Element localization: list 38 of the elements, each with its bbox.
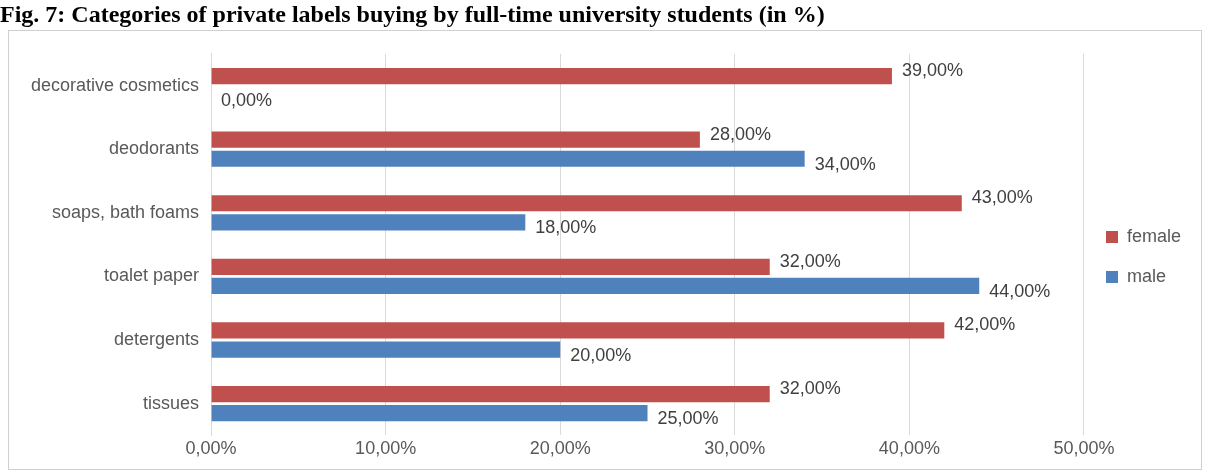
bar xyxy=(211,214,526,231)
data-label: 25,00% xyxy=(657,408,719,429)
bar xyxy=(211,195,962,212)
bar xyxy=(211,405,648,422)
y-tick-label: deodorants xyxy=(108,138,200,159)
x-tick-label: 30,00% xyxy=(704,438,766,459)
x-tick-label: 0,00% xyxy=(185,438,237,459)
data-label: 0,00% xyxy=(221,90,273,111)
data-label: 43,00% xyxy=(971,187,1033,208)
data-label: 32,00% xyxy=(779,250,841,271)
data-label: 44,00% xyxy=(989,280,1051,301)
bar xyxy=(211,385,770,403)
bar xyxy=(211,322,945,339)
bar xyxy=(211,67,892,85)
data-label: 39,00% xyxy=(901,60,963,81)
y-tick-label: tissues xyxy=(143,392,200,413)
x-tick-label: 20,00% xyxy=(529,438,591,459)
y-tick-label: decorative cosmetics xyxy=(30,74,200,95)
x-tick-label: 40,00% xyxy=(878,438,940,459)
data-label: 20,00% xyxy=(570,344,632,365)
bar xyxy=(211,150,805,167)
bar xyxy=(211,341,561,358)
y-tick-label: detergents xyxy=(114,328,200,349)
chart-title: Fig. 7: Categories of private labels buying by full-time university students (in %) xyxy=(0,0,825,28)
data-label: 42,00% xyxy=(954,314,1016,335)
legend-label: male xyxy=(1126,265,1166,286)
data-label: 32,00% xyxy=(779,378,841,399)
bar xyxy=(211,277,980,295)
x-tick-label: 10,00% xyxy=(355,438,417,459)
bar xyxy=(211,258,770,275)
data-label: 34,00% xyxy=(814,153,876,174)
bar xyxy=(211,131,700,148)
data-label: 18,00% xyxy=(535,217,597,238)
legend-label: female xyxy=(1126,225,1181,246)
data-label: 28,00% xyxy=(709,123,771,144)
y-tick-label: soaps, bath foams xyxy=(51,201,200,222)
y-tick-label: toalet paper xyxy=(103,265,200,286)
x-tick-label: 50,00% xyxy=(1053,438,1115,459)
